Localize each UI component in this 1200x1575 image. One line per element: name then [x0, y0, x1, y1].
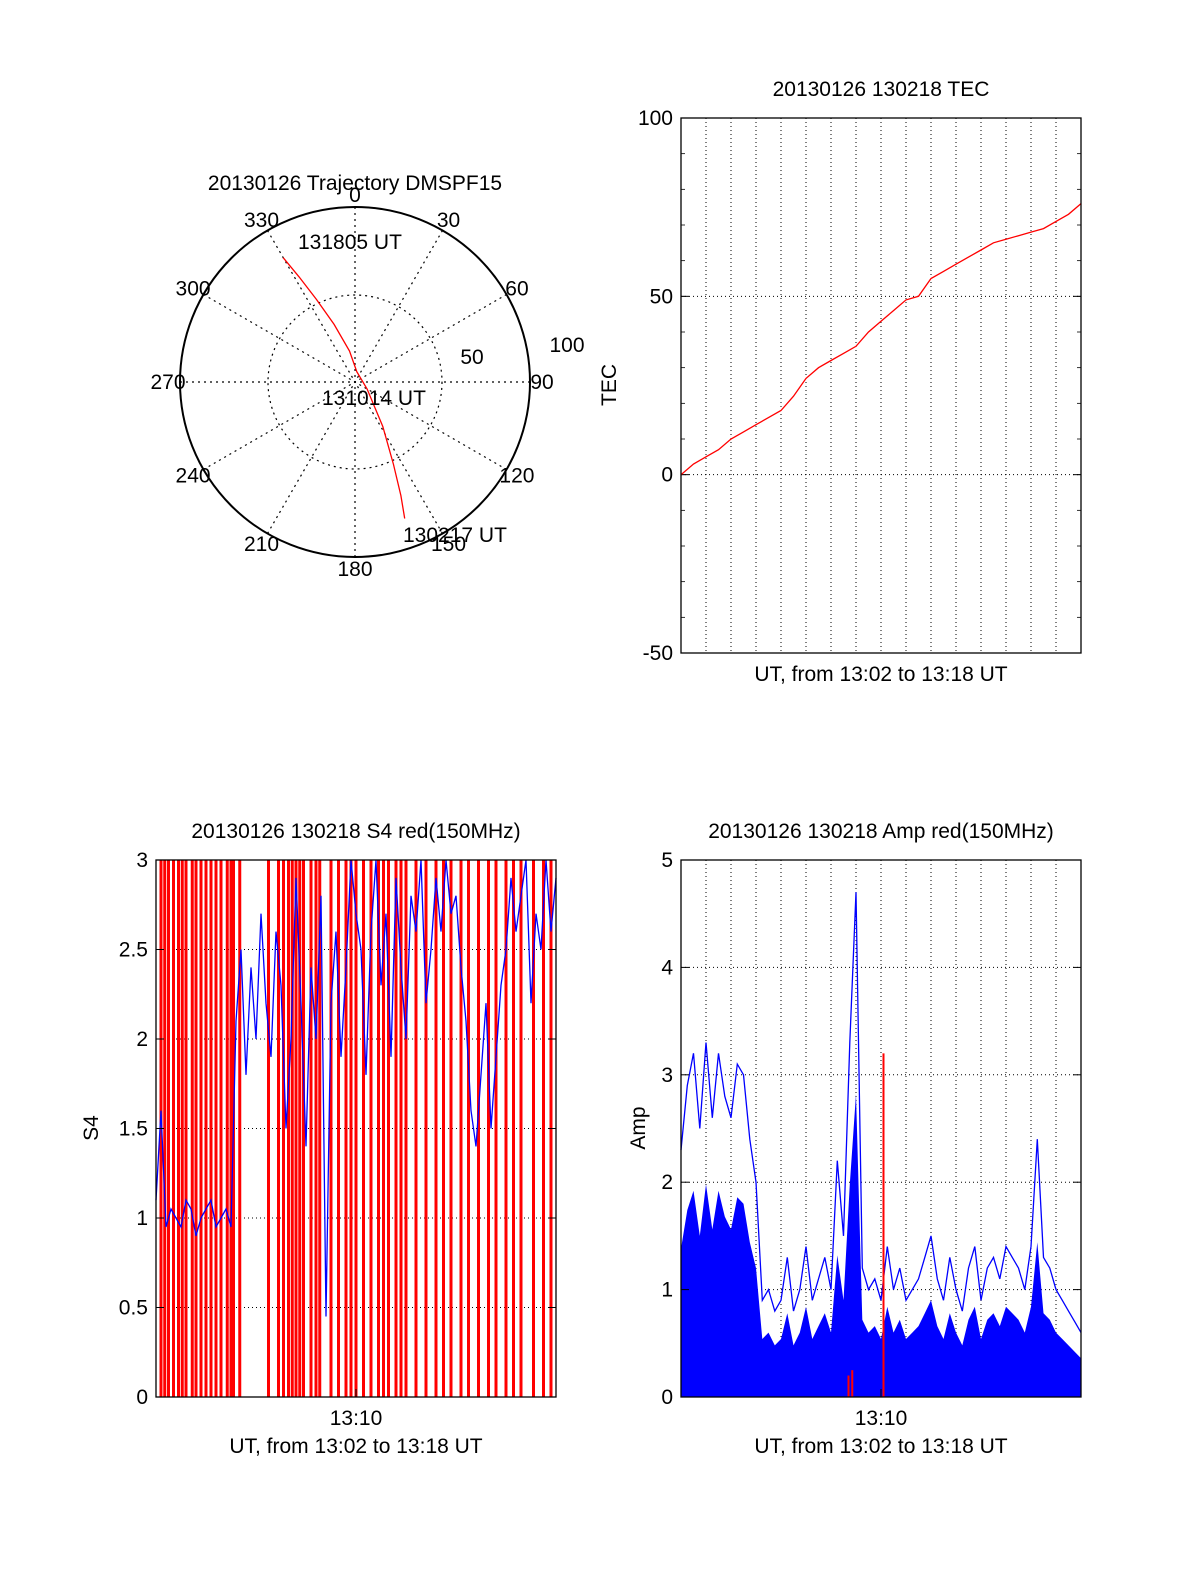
amp-xtick-label: 13:10 — [855, 1407, 908, 1430]
polar-angle-label-0: 0 — [349, 184, 361, 207]
trajectory-panel: 20130126 Trajectory DMSPF15 0 30 60 90 120 15… — [150, 172, 584, 581]
polar-angle-labels: 0 30 60 90 120 150 180 210 240 270 300 330 — [150, 184, 553, 581]
amp-ytick-label: 2 — [661, 1171, 673, 1194]
radial-tick-100: 100 — [549, 334, 584, 357]
polar-angle-label-90: 90 — [530, 371, 553, 394]
polar-angle-label-210: 210 — [244, 533, 279, 556]
polar-angle-label-30: 30 — [437, 209, 460, 232]
tec-title: 20130126 130218 TEC — [773, 78, 990, 101]
s4-y-ticks: 0 0.5 1 1.5 2 2.5 3 — [119, 849, 556, 1409]
s4-red-series — [159, 860, 553, 1397]
tec-ytick-label: -50 — [643, 642, 673, 665]
tec-grid — [681, 117, 1082, 654]
amp-red-series — [847, 1053, 885, 1397]
tec-ytick-label: 50 — [650, 285, 673, 308]
s4-ytick-label: 2 — [136, 1028, 148, 1051]
polar-spokes — [180, 207, 530, 557]
s4-xlabel: UT, from 13:02 to 13:18 UT — [229, 1435, 482, 1458]
amp-ytick-label: 1 — [661, 1279, 673, 1302]
polar-angle-label-120: 120 — [499, 465, 534, 488]
polar-angle-label-270: 270 — [150, 371, 185, 394]
amp-blue-fill — [681, 1094, 1081, 1397]
trajectory-track — [282, 257, 406, 519]
tec-panel: 20130126 130218 TEC -50 0 50 100 TEC UT, fr… — [598, 78, 1082, 686]
amp-panel: 20130126 130218 Amp red(150MHz) 0 1 2 3 4 5 1… — [627, 820, 1082, 1458]
s4-title: 20130126 130218 S4 red(150MHz) — [191, 820, 520, 843]
s4-ylabel: S4 — [80, 1115, 103, 1141]
amp-blue-series — [680, 892, 1082, 1333]
s4-ytick-label: 0 — [136, 1386, 148, 1409]
polar-angle-label-240: 240 — [176, 465, 211, 488]
amp-ytick-label: 4 — [661, 956, 673, 979]
s4-ytick-label: 3 — [136, 849, 148, 872]
tec-ytick-label: 0 — [661, 464, 673, 487]
amp-ylabel: Amp — [627, 1106, 650, 1149]
tec-y-ticks: -50 0 50 100 — [638, 107, 1081, 665]
tec-ytick-label: 100 — [638, 107, 673, 130]
tec-plot-frame — [680, 117, 1082, 654]
amp-title: 20130126 130218 Amp red(150MHz) — [708, 820, 1054, 843]
polar-angle-label-300: 300 — [176, 278, 211, 301]
s4-ytick-label: 2.5 — [119, 939, 148, 962]
trajectory-label-start: 130217 UT — [403, 524, 507, 547]
s4-x-ticks: 13:10 — [330, 1389, 383, 1430]
trajectory-label-end: 131805 UT — [298, 231, 402, 254]
amp-xlabel: UT, from 13:02 to 13:18 UT — [754, 1435, 1007, 1458]
polar-spoke-150 — [266, 230, 444, 534]
s4-panel: 20130126 130218 S4 red(150MHz) 0 0.5 1 1.5 2… — [80, 820, 557, 1458]
tec-series-line — [680, 203, 1082, 476]
amp-y-ticks: 0 1 2 3 4 5 — [661, 849, 1081, 1409]
amp-ytick-label: 3 — [661, 1064, 673, 1087]
polar-angle-label-150: 150 — [431, 533, 466, 556]
polar-angle-label-330: 330 — [244, 209, 279, 232]
polar-angle-label-60: 60 — [505, 278, 528, 301]
amp-x-ticks: 13:10 — [855, 1389, 908, 1430]
tec-ylabel: TEC — [598, 364, 621, 406]
s4-xtick-label: 13:10 — [330, 1407, 383, 1430]
trajectory-title: 20130126 Trajectory DMSPF15 — [208, 172, 502, 195]
trajectory-label-mid: 131014 UT — [322, 387, 426, 410]
s4-blue-series — [155, 859, 557, 1317]
s4-ytick-label: 0.5 — [119, 1297, 148, 1320]
tec-xlabel: UT, from 13:02 to 13:18 UT — [754, 663, 1007, 686]
s4-ytick-label: 1 — [136, 1207, 148, 1230]
amp-ytick-label: 5 — [661, 849, 673, 872]
amp-ytick-label: 0 — [661, 1386, 673, 1409]
radial-tick-50: 50 — [460, 346, 483, 369]
s4-ytick-label: 1.5 — [119, 1118, 148, 1141]
polar-angle-label-180: 180 — [337, 558, 372, 581]
polar-inner-circle — [267, 294, 443, 470]
amp-grid — [681, 859, 1081, 1398]
